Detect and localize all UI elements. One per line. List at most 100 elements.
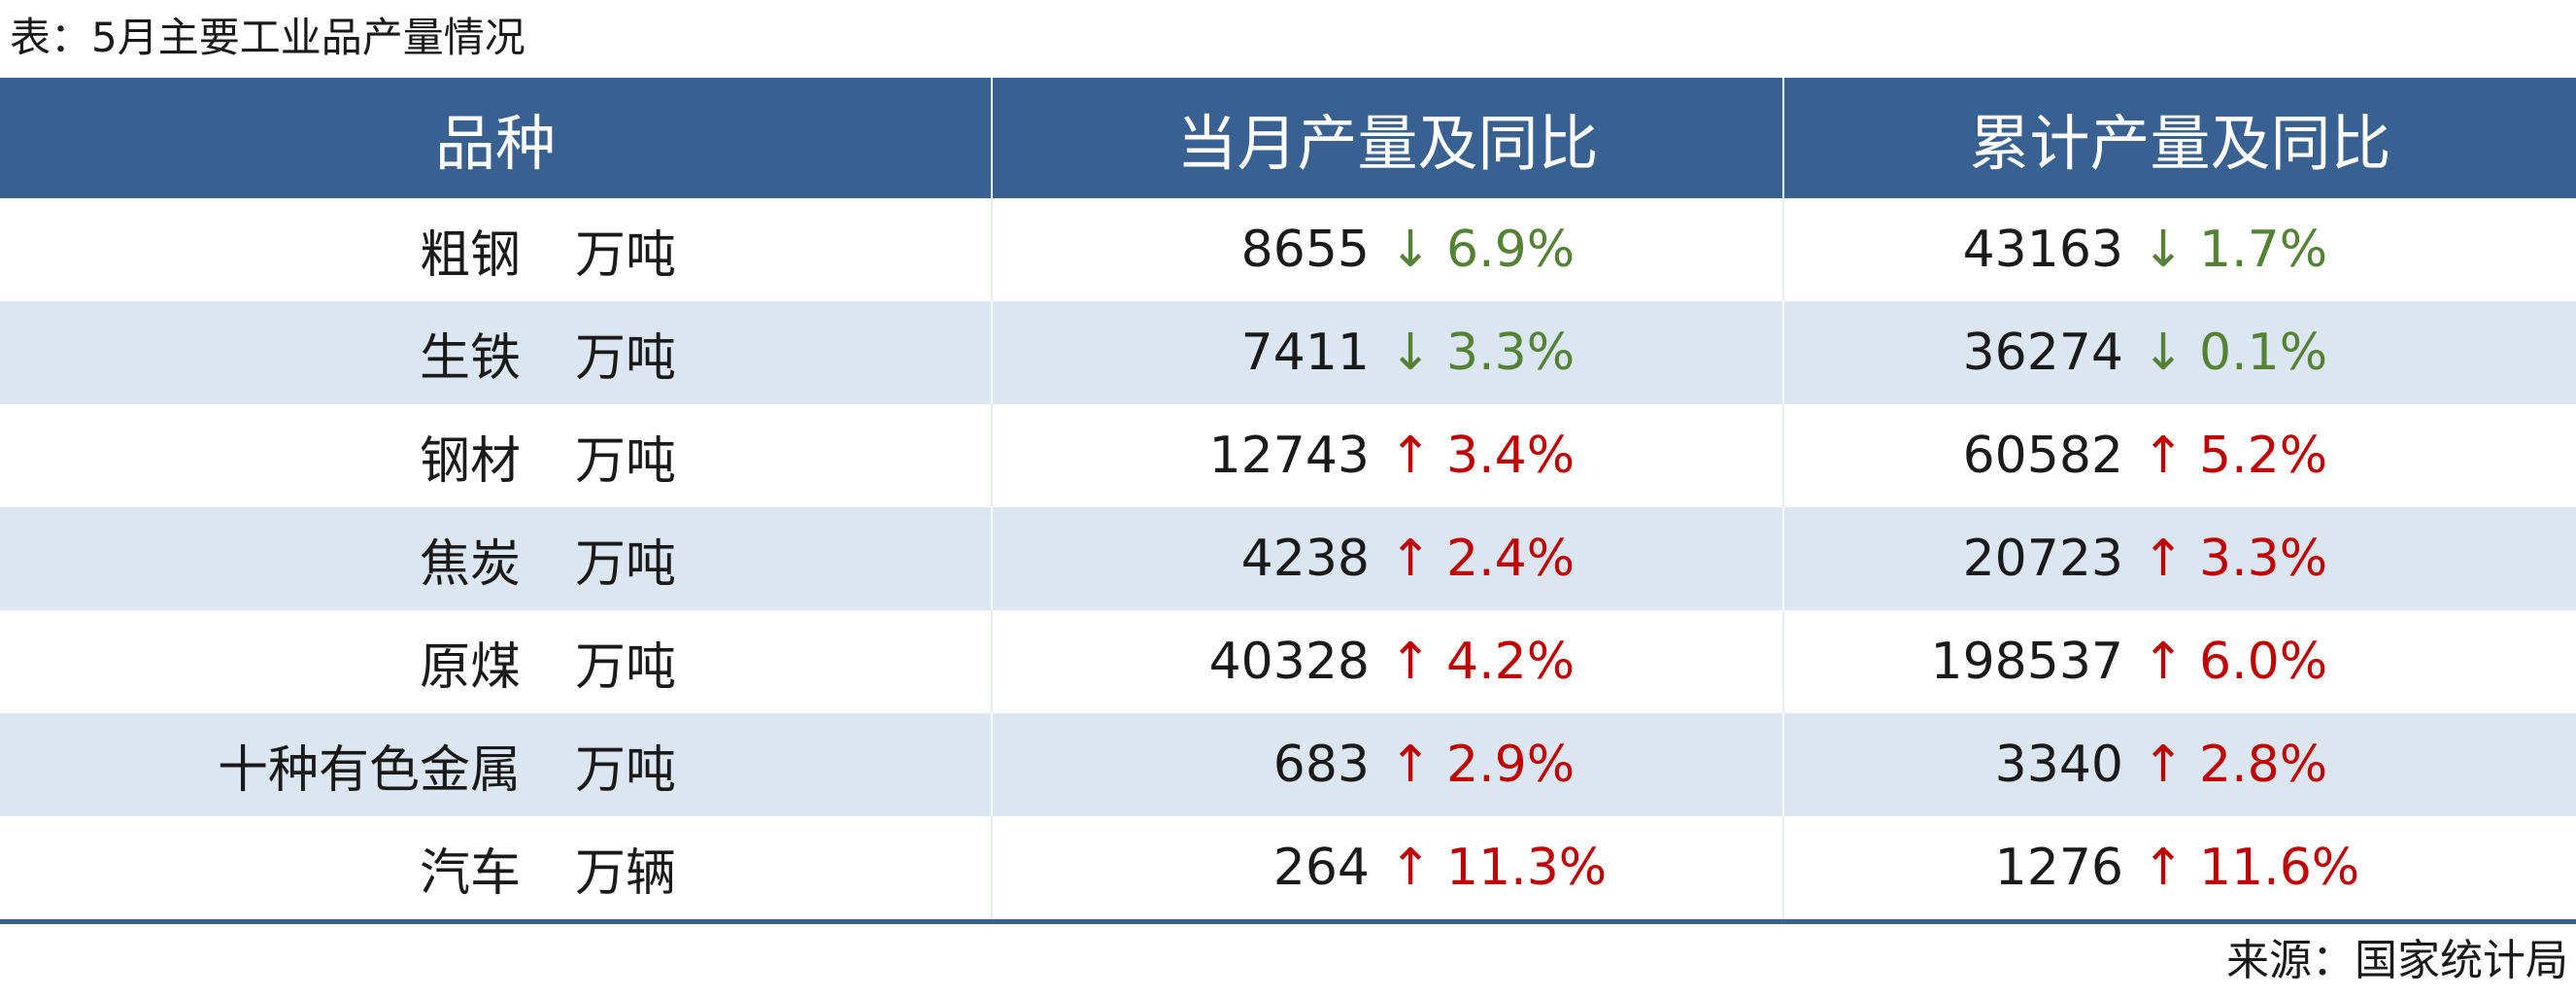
- month-cell: 12743 ↑ 3.4%: [991, 404, 1782, 507]
- cumulative-change-value: 3.3%: [2199, 530, 2328, 588]
- cumulative-change-value: 11.6%: [2199, 839, 2360, 897]
- item-cell: 生铁 万吨: [0, 301, 991, 404]
- cumulative-value: 20723: [1962, 530, 2123, 588]
- cumulative-change: ↓ 0.1%: [2139, 324, 2327, 382]
- month-change: ↑ 11.3%: [1386, 839, 1607, 897]
- table-header-row: 品种 当月产量及同比 累计产量及同比: [0, 78, 2576, 198]
- arrow-up-icon: ↑: [2142, 839, 2185, 897]
- item-name: 原煤: [419, 637, 521, 697]
- cumulative-change: ↑ 3.3%: [2139, 530, 2327, 588]
- item-unit: 万吨: [574, 534, 676, 594]
- item-unit: 万辆: [574, 843, 676, 903]
- cumulative-cell: 20723 ↑ 3.3%: [1782, 507, 2576, 610]
- cumulative-cell: 36274 ↓ 0.1%: [1782, 301, 2576, 404]
- month-change-value: 11.3%: [1446, 839, 1608, 897]
- month-change: ↑ 2.9%: [1386, 736, 1575, 794]
- cumulative-cell: 1276 ↑ 11.6%: [1782, 816, 2576, 919]
- item-cell: 钢材 万吨: [0, 404, 991, 507]
- item-cell: 粗钢 万吨: [0, 198, 991, 301]
- month-change-value: 6.9%: [1446, 221, 1576, 279]
- table-row: 生铁 万吨 7411 ↓ 3.3% 36274 ↓ 0.1%: [0, 301, 2576, 404]
- month-cell: 8655 ↓ 6.9%: [991, 198, 1782, 301]
- month-cell: 4238 ↑ 2.4%: [991, 507, 1782, 610]
- month-value: 40328: [1208, 633, 1370, 691]
- month-value: 683: [1272, 736, 1370, 794]
- month-value: 264: [1272, 839, 1370, 897]
- month-value: 12743: [1208, 427, 1370, 485]
- cumulative-cell: 3340 ↑ 2.8%: [1782, 713, 2576, 816]
- month-change-value: 2.4%: [1446, 530, 1576, 588]
- arrow-down-icon: ↓: [1389, 324, 1432, 382]
- arrow-up-icon: ↑: [2142, 633, 2185, 691]
- cumulative-value: 198537: [1930, 633, 2123, 691]
- month-change: ↓ 6.9%: [1386, 221, 1575, 279]
- cumulative-cell: 60582 ↑ 5.2%: [1782, 404, 2576, 507]
- arrow-down-icon: ↓: [2142, 324, 2185, 382]
- arrow-up-icon: ↑: [2142, 427, 2185, 485]
- month-change: ↑ 3.4%: [1386, 427, 1575, 485]
- item-cell: 原煤 万吨: [0, 610, 991, 713]
- month-change: ↑ 2.4%: [1386, 530, 1575, 588]
- month-value: 7411: [1240, 324, 1370, 382]
- month-change-value: 3.3%: [1446, 324, 1576, 382]
- cumulative-cell: 43163 ↓ 1.7%: [1782, 198, 2576, 301]
- table-row: 汽车 万辆 264 ↑ 11.3% 1276 ↑ 11.6%: [0, 816, 2576, 919]
- table-bottom-rule: [0, 919, 2576, 924]
- item-name: 焦炭: [419, 534, 521, 594]
- arrow-up-icon: ↑: [1389, 736, 1432, 794]
- table-row: 钢材 万吨 12743 ↑ 3.4% 60582 ↑ 5.2%: [0, 404, 2576, 507]
- cumulative-change-value: 2.8%: [2199, 736, 2328, 794]
- cumulative-cell: 198537 ↑ 6.0%: [1782, 610, 2576, 713]
- month-cell: 7411 ↓ 3.3%: [991, 301, 1782, 404]
- month-change-value: 2.9%: [1446, 736, 1576, 794]
- header-cumulative: 累计产量及同比: [1782, 78, 2576, 198]
- cumulative-value: 36274: [1962, 324, 2123, 382]
- arrow-up-icon: ↑: [2142, 530, 2185, 588]
- cumulative-change-value: 1.7%: [2199, 221, 2328, 279]
- month-cell: 264 ↑ 11.3%: [991, 816, 1782, 919]
- cumulative-value: 60582: [1962, 427, 2123, 485]
- cumulative-value: 3340: [1994, 736, 2123, 794]
- month-change-value: 3.4%: [1446, 427, 1576, 485]
- cumulative-change: ↑ 2.8%: [2139, 736, 2327, 794]
- table-row: 粗钢 万吨 8655 ↓ 6.9% 43163 ↓ 1.7%: [0, 198, 2576, 301]
- month-change: ↑ 4.2%: [1386, 633, 1575, 691]
- month-value: 4238: [1240, 530, 1370, 588]
- item-unit: 万吨: [574, 328, 676, 388]
- cumulative-change: ↑ 5.2%: [2139, 427, 2327, 485]
- item-name: 十种有色金属: [217, 740, 521, 800]
- month-cell: 40328 ↑ 4.2%: [991, 610, 1782, 713]
- month-change-value: 4.2%: [1446, 633, 1576, 691]
- table-caption: 表：5月主要工业品产量情况: [10, 14, 525, 61]
- arrow-up-icon: ↑: [1389, 633, 1432, 691]
- arrow-up-icon: ↑: [1389, 530, 1432, 588]
- cumulative-change: ↑ 11.6%: [2139, 839, 2359, 897]
- table-row: 十种有色金属 万吨 683 ↑ 2.9% 3340 ↑ 2.8%: [0, 713, 2576, 816]
- cumulative-value: 43163: [1962, 221, 2123, 279]
- cumulative-change-value: 0.1%: [2199, 324, 2328, 382]
- source-note: 来源：国家统计局: [2226, 936, 2568, 985]
- cumulative-change: ↓ 1.7%: [2139, 221, 2327, 279]
- item-name: 生铁: [419, 328, 521, 388]
- cumulative-change-value: 6.0%: [2199, 633, 2328, 691]
- item-unit: 万吨: [574, 740, 676, 800]
- item-name: 钢材: [419, 431, 521, 491]
- header-item: 品种: [434, 108, 556, 179]
- item-unit: 万吨: [574, 431, 676, 491]
- month-value: 8655: [1240, 221, 1370, 279]
- item-unit: 万吨: [574, 225, 676, 285]
- header-month: 当月产量及同比: [991, 78, 1782, 198]
- cumulative-change: ↑ 6.0%: [2139, 633, 2327, 691]
- item-cell: 十种有色金属 万吨: [0, 713, 991, 816]
- table-row: 焦炭 万吨 4238 ↑ 2.4% 20723 ↑ 3.3%: [0, 507, 2576, 610]
- arrow-up-icon: ↑: [1389, 839, 1432, 897]
- table-row: 原煤 万吨 40328 ↑ 4.2% 198537 ↑ 6.0%: [0, 610, 2576, 713]
- production-table: 品种 当月产量及同比 累计产量及同比 粗钢 万吨 8655 ↓ 6.9% 43163 ↓ 1.…: [0, 78, 2576, 919]
- arrow-up-icon: ↑: [2142, 736, 2185, 794]
- cumulative-change-value: 5.2%: [2199, 427, 2328, 485]
- table-body: 粗钢 万吨 8655 ↓ 6.9% 43163 ↓ 1.7% 生铁 万吨 7411 ↓ 3.3% 3627…: [0, 198, 2576, 919]
- item-unit: 万吨: [574, 637, 676, 697]
- arrow-up-icon: ↑: [1389, 427, 1432, 485]
- item-cell: 汽车 万辆: [0, 816, 991, 919]
- item-name: 汽车: [419, 843, 521, 903]
